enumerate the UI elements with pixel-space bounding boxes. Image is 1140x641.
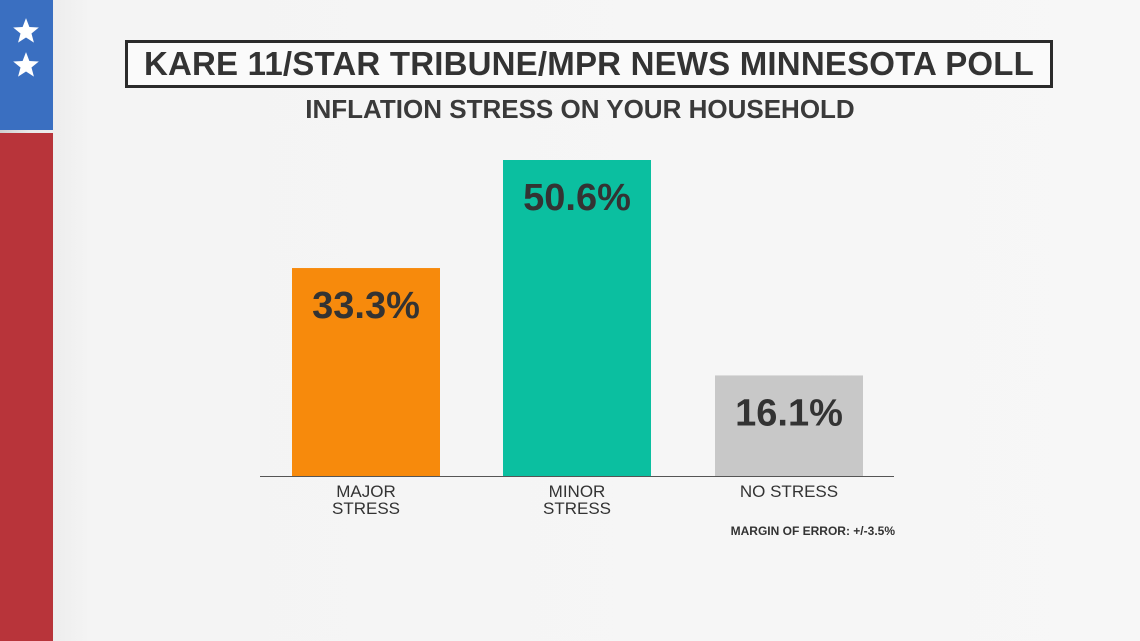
category-label: MINOR (549, 482, 606, 501)
flag-red-panel (0, 133, 53, 641)
bar-1 (503, 160, 651, 476)
star-icon (13, 52, 39, 77)
bar-value-label: 50.6% (523, 177, 631, 219)
category-label: STRESS (332, 499, 400, 518)
bar-2 (715, 375, 863, 476)
margin-of-error-note: MARGIN OF ERROR: +/-3.5% (730, 524, 895, 538)
star-icon (13, 18, 39, 43)
chart-title: INFLATION STRESS ON YOUR HOUSEHOLD (305, 94, 855, 124)
category-label: MAJOR (336, 482, 396, 501)
header-title: KARE 11/STAR TRIBUNE/MPR NEWS MINNESOTA … (143, 45, 1035, 82)
bar-0 (292, 268, 440, 476)
header-box: KARE 11/STAR TRIBUNE/MPR NEWS MINNESOTA … (125, 40, 1053, 88)
category-label: NO STRESS (740, 482, 838, 501)
category-label: STRESS (543, 499, 611, 518)
bar-value-label: 16.1% (735, 392, 843, 434)
bar-value-label: 33.3% (312, 285, 420, 327)
